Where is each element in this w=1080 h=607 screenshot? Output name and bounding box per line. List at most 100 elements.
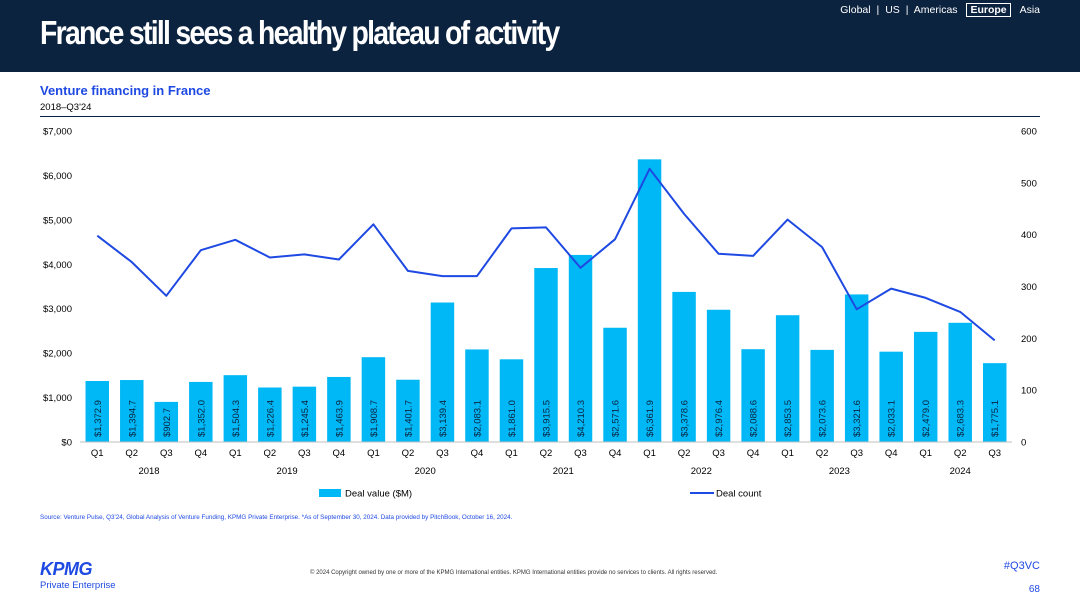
y-left-tick-label: $3,000 bbox=[43, 304, 72, 315]
deal-value-bar bbox=[258, 387, 282, 442]
y-left-tick-label: $1,000 bbox=[43, 393, 72, 404]
deal-value-label: $1,775.1 bbox=[990, 400, 1001, 437]
x-quarter-label: Q3 bbox=[160, 448, 173, 459]
region-us-link[interactable]: US bbox=[885, 4, 900, 16]
deal-value-bar bbox=[223, 375, 248, 442]
y-left-tick-label: $6,000 bbox=[43, 171, 72, 182]
deal-value-label: $2,976.4 bbox=[714, 400, 725, 437]
x-quarter-label: Q2 bbox=[540, 448, 553, 459]
x-quarter-label: Q2 bbox=[954, 448, 967, 459]
y-right-tick-label: 200 bbox=[1021, 334, 1037, 345]
legend-line-label: Deal count bbox=[716, 489, 762, 500]
deal-value-label: $1,908.7 bbox=[369, 400, 380, 437]
deal-value-bar bbox=[603, 327, 627, 442]
x-quarter-label: Q1 bbox=[229, 448, 242, 459]
region-global-link[interactable]: Global bbox=[840, 4, 871, 16]
page-title: France still sees a healthy plateau of a… bbox=[40, 14, 560, 51]
x-quarter-label: Q4 bbox=[885, 448, 898, 459]
deal-value-bar bbox=[292, 386, 317, 442]
deal-value-label: $1,861.0 bbox=[507, 400, 518, 437]
region-separator: | bbox=[876, 4, 880, 16]
x-year-label: 2021 bbox=[553, 466, 574, 477]
deal-value-label: $1,226.4 bbox=[265, 400, 276, 437]
y-left-tick-label: $4,000 bbox=[43, 260, 72, 271]
deal-value-bar bbox=[948, 322, 972, 442]
deal-value-label: $2,683.3 bbox=[956, 400, 967, 437]
chart-title: Venture financing in France bbox=[40, 83, 211, 98]
legend-bar-swatch bbox=[319, 489, 341, 497]
x-quarter-label: Q3 bbox=[436, 448, 449, 459]
kpmg-logo: KPMG Private Enterprise bbox=[40, 560, 116, 591]
region-asia-link[interactable]: Asia bbox=[1019, 4, 1040, 16]
x-quarter-label: Q2 bbox=[402, 448, 415, 459]
venture-financing-chart: $0 $1,000 $2,000 $3,000 $4,000 $5,000 $6,000 $7… bbox=[43, 127, 1037, 500]
deal-value-label: $2,083.1 bbox=[472, 400, 483, 437]
x-quarter-label: Q1 bbox=[367, 448, 380, 459]
deal-value-label: $1,245.4 bbox=[300, 400, 311, 437]
hashtag: #Q3VC bbox=[1003, 560, 1040, 572]
x-quarter-label: Q3 bbox=[298, 448, 311, 459]
source-note: Source: Venture Pulse, Q3'24, Global Ana… bbox=[40, 514, 513, 521]
x-year-label: 2024 bbox=[950, 466, 971, 477]
chart-subtitle: 2018–Q3'24 bbox=[40, 102, 92, 113]
deal-value-label: $2,853.5 bbox=[783, 400, 794, 437]
y-right-tick-label: 300 bbox=[1021, 282, 1037, 293]
x-year-label: 2019 bbox=[277, 466, 298, 477]
x-quarter-label: Q3 bbox=[712, 448, 725, 459]
x-year-label: 2018 bbox=[138, 466, 159, 477]
y-right-tick-label: 0 bbox=[1021, 438, 1026, 449]
header-bar: France still sees a healthy plateau of a… bbox=[0, 0, 1080, 72]
deal-value-label: $3,321.6 bbox=[852, 400, 863, 437]
deal-value-bar bbox=[430, 302, 455, 442]
deal-value-bar bbox=[189, 381, 213, 442]
page-number: 68 bbox=[1028, 584, 1040, 595]
x-year-label: 2020 bbox=[415, 466, 436, 477]
y-right-tick-label: 400 bbox=[1021, 230, 1037, 241]
deal-value-bar bbox=[120, 380, 144, 442]
deal-value-label: $1,401.7 bbox=[403, 400, 414, 437]
deal-value-bar bbox=[775, 315, 800, 442]
deal-value-bar bbox=[983, 363, 1007, 442]
x-quarter-label: Q1 bbox=[91, 448, 104, 459]
x-quarter-label: Q2 bbox=[816, 448, 829, 459]
kpmg-logo-subtitle: Private Enterprise bbox=[40, 580, 116, 591]
deal-value-bar bbox=[327, 376, 351, 442]
deal-value-bar bbox=[913, 331, 938, 442]
deal-value-label: $1,504.3 bbox=[231, 400, 242, 437]
x-quarter-label: Q4 bbox=[609, 448, 622, 459]
deal-value-bar bbox=[465, 349, 489, 442]
x-quarter-label: Q2 bbox=[125, 448, 138, 459]
kpmg-logo-wordmark: KPMG bbox=[40, 559, 92, 579]
deal-value-bar bbox=[741, 349, 765, 442]
y-left-tick-label: $5,000 bbox=[43, 215, 72, 226]
region-europe-link[interactable]: Europe bbox=[966, 3, 1011, 17]
deal-value-bar bbox=[568, 254, 593, 442]
deal-value-label: $6,361.9 bbox=[645, 400, 656, 437]
deal-value-label: $1,463.9 bbox=[334, 400, 345, 437]
deal-value-bar bbox=[844, 294, 869, 442]
x-quarter-label: Q1 bbox=[643, 448, 656, 459]
y-left-tick-label: $0 bbox=[61, 438, 72, 449]
region-americas-link[interactable]: Americas bbox=[913, 4, 958, 16]
deal-value-bar bbox=[499, 359, 524, 442]
deal-value-bar bbox=[85, 381, 109, 442]
x-quarter-label: Q3 bbox=[988, 448, 1001, 459]
deal-value-label: $2,479.0 bbox=[921, 400, 932, 437]
x-quarter-label: Q2 bbox=[264, 448, 277, 459]
x-quarter-label: Q2 bbox=[678, 448, 691, 459]
deal-value-bar bbox=[810, 349, 834, 442]
deal-value-label: $2,073.6 bbox=[818, 400, 829, 437]
x-quarter-label: Q4 bbox=[194, 448, 207, 459]
x-quarter-label: Q3 bbox=[850, 448, 863, 459]
x-quarter-label: Q4 bbox=[333, 448, 346, 459]
deal-value-label: $2,088.6 bbox=[749, 400, 760, 437]
deal-value-label: $1,372.9 bbox=[93, 400, 104, 437]
deal-value-label: $3,915.5 bbox=[542, 400, 553, 437]
x-year-label: 2022 bbox=[691, 466, 712, 477]
x-quarter-label: Q4 bbox=[747, 448, 760, 459]
deal-value-label: $2,033.1 bbox=[887, 400, 898, 437]
deal-value-label: $1,394.7 bbox=[127, 400, 138, 437]
x-quarter-label: Q3 bbox=[574, 448, 587, 459]
legend-bar-label: Deal value ($M) bbox=[345, 489, 412, 500]
deal-value-bar bbox=[879, 351, 903, 442]
